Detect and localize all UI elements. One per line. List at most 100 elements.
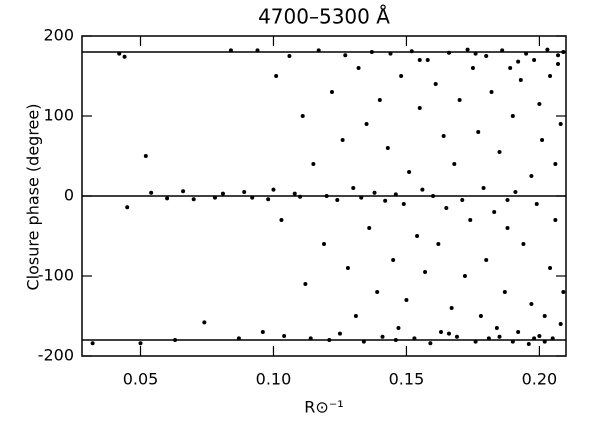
point (242, 190, 247, 194)
point (335, 198, 340, 202)
point (476, 130, 481, 134)
point (396, 326, 401, 330)
point (181, 189, 186, 194)
point (500, 48, 505, 53)
y-tick-label: 0 (64, 186, 74, 205)
point (250, 195, 255, 200)
point (521, 242, 526, 246)
point (300, 114, 305, 118)
point (526, 342, 531, 346)
point (441, 134, 446, 138)
point (369, 50, 374, 54)
point (228, 48, 233, 53)
point (329, 90, 334, 94)
x-tick-label: 0.10 (256, 370, 292, 389)
point (497, 150, 502, 154)
y-tick-label: -100 (38, 266, 74, 285)
point (340, 138, 345, 142)
point (399, 74, 404, 78)
point (423, 270, 428, 274)
point (436, 242, 441, 246)
point (388, 51, 393, 56)
point (412, 336, 417, 341)
point (553, 162, 558, 166)
point (473, 339, 478, 344)
x-axis-label: R⊙⁻¹ (304, 398, 343, 417)
point (529, 302, 534, 306)
point (117, 51, 122, 56)
point (462, 274, 467, 278)
point (220, 191, 225, 196)
point (327, 338, 332, 342)
point (470, 66, 475, 70)
point (558, 122, 563, 126)
point (393, 192, 398, 197)
point (202, 320, 207, 325)
point (375, 290, 380, 294)
point (561, 50, 566, 54)
point (548, 74, 553, 78)
point (513, 190, 518, 194)
point (444, 206, 449, 210)
point (404, 298, 409, 302)
point (502, 290, 507, 294)
point (550, 336, 555, 341)
point (361, 339, 366, 344)
point (484, 54, 489, 58)
point (353, 314, 358, 318)
point (465, 47, 470, 52)
point (364, 122, 369, 126)
point (351, 186, 356, 190)
y-tick-label: 200 (43, 26, 74, 45)
y-tick-label: 100 (43, 106, 74, 125)
point (372, 190, 377, 195)
point (401, 202, 406, 206)
point (532, 58, 537, 62)
point (454, 334, 459, 339)
point (420, 187, 425, 192)
y-axis-label: Closure phase (degree) (24, 104, 43, 291)
x-tick-label: 0.20 (522, 370, 558, 389)
point (556, 53, 561, 58)
point (529, 174, 534, 178)
point (255, 48, 260, 53)
point (409, 49, 414, 54)
point (125, 205, 130, 210)
x-tick-label: 0.15 (389, 370, 425, 389)
point (173, 338, 178, 342)
point (494, 326, 499, 330)
point (391, 258, 396, 262)
point (356, 66, 361, 70)
point (122, 54, 127, 59)
point (524, 51, 529, 56)
point (165, 196, 170, 201)
point (417, 58, 422, 62)
point (90, 341, 95, 346)
point (212, 195, 217, 200)
chart-title: 4700–5300 Å (258, 5, 390, 29)
point (505, 198, 510, 202)
point (542, 339, 547, 344)
point (537, 102, 542, 106)
point (367, 226, 372, 230)
point (439, 330, 444, 334)
point (308, 336, 313, 341)
point (311, 162, 316, 166)
point (337, 331, 342, 336)
point (428, 341, 433, 346)
point (540, 138, 545, 142)
point (143, 154, 148, 158)
point (497, 334, 502, 339)
point (425, 58, 430, 62)
point (460, 198, 465, 202)
point (345, 266, 350, 270)
point (518, 78, 523, 82)
point (537, 334, 542, 338)
point (322, 242, 326, 246)
point (446, 50, 451, 55)
point (415, 234, 420, 238)
point (282, 334, 287, 338)
point (484, 258, 489, 262)
point (548, 266, 553, 270)
